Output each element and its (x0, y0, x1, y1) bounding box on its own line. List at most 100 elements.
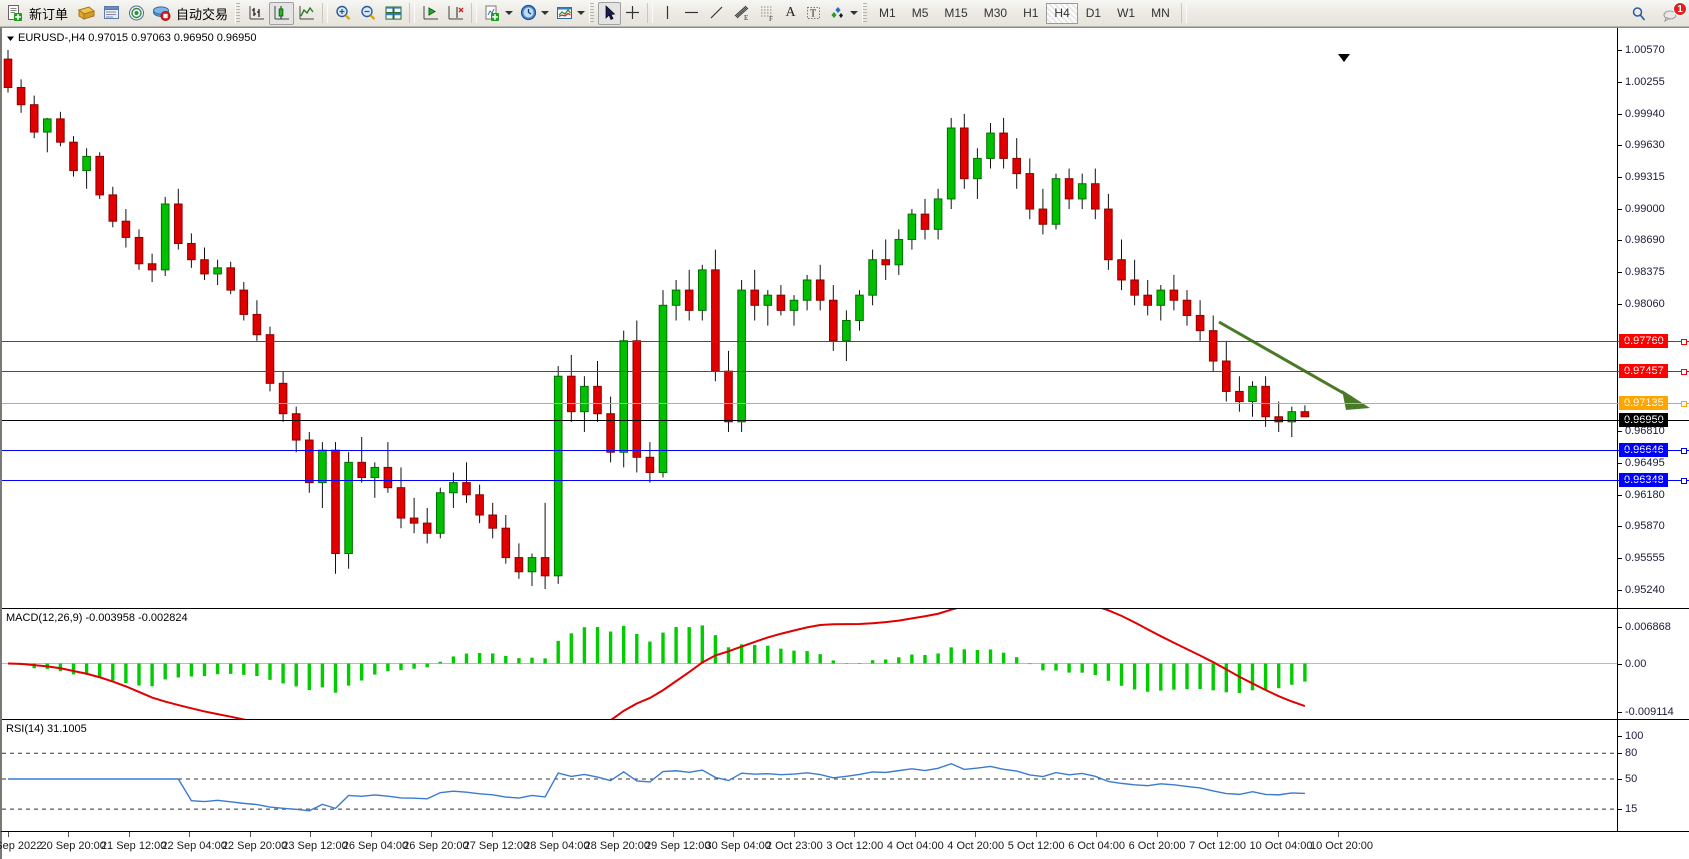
timeframe-d1[interactable]: D1 (1085, 6, 1102, 20)
macd-pane[interactable]: MACD(12,26,9) -0.003958 -0.002824 0.0068… (2, 608, 1689, 719)
timeframe-m5[interactable]: M5 (911, 6, 929, 20)
price-tick (1618, 145, 1622, 147)
chevron-down-icon-4[interactable] (850, 11, 859, 15)
horizontal-line-button[interactable] (679, 2, 704, 25)
candlestick-chart-button[interactable] (269, 1, 295, 25)
timeframe-m15[interactable]: M15 (944, 6, 968, 20)
time-tick-label: 26 Sep 04:00 (342, 840, 409, 852)
line-handle-4[interactable] (1681, 448, 1687, 454)
price-axis[interactable]: 1.00570 1.00255 0.99940 0.99630 0.99315 0.990… (1617, 28, 1689, 608)
text-icon: A (785, 5, 796, 20)
toolbar-grip[interactable] (235, 3, 241, 23)
toolbar-grip-2[interactable] (589, 3, 595, 23)
vertical-line-icon (666, 6, 669, 19)
time-tick-label: 29 Sep 12:00 (645, 840, 711, 852)
auto-trading-button[interactable]: 自动交易 (149, 2, 234, 25)
time-tick-label: 4 Oct 20:00 (947, 840, 1005, 852)
equidistant-channel-button[interactable]: E (729, 2, 754, 25)
rsi-svg (2, 752, 1617, 812)
line-chart-button[interactable] (294, 2, 319, 25)
macd-plot-area[interactable] (2, 609, 1617, 719)
chevron-down-icon-2[interactable] (541, 11, 550, 15)
toolbar-grip-3[interactable] (862, 3, 868, 23)
bar-chart-icon (249, 6, 265, 20)
profile-folder-icon (77, 6, 96, 20)
crosshair-tool-button[interactable] (621, 2, 644, 25)
macd-svg (2, 609, 1617, 719)
line-handle-5[interactable] (1681, 478, 1687, 484)
price-tick-label: 0.98060 (1625, 298, 1665, 311)
text-button[interactable]: A (779, 2, 802, 25)
timeframe-m30[interactable]: M30 (983, 6, 1008, 20)
shapes-icon (831, 7, 844, 18)
auto-trading-label: 自动交易 (176, 6, 229, 22)
line-handle[interactable] (1681, 339, 1687, 345)
support-line-96646[interactable] (2, 448, 1689, 454)
new-order-button[interactable]: 新订单 (3, 2, 74, 25)
rsi-plot-area[interactable] (2, 720, 1617, 831)
rsi-title: RSI(14) 31.1005 (6, 723, 87, 735)
timeframe-h4[interactable]: H4 (1046, 2, 1078, 24)
time-tick (612, 832, 614, 837)
zoom-out-button[interactable] (356, 2, 381, 25)
cursor-icon (605, 5, 616, 20)
period-button[interactable] (516, 2, 552, 25)
chevron-down-icon-3[interactable] (577, 11, 586, 15)
auto-scroll-button[interactable] (443, 2, 468, 25)
time-tick (552, 832, 554, 837)
new-chart-button[interactable] (480, 2, 516, 25)
cursor-tool-button[interactable] (598, 1, 622, 25)
chart-shift-marker-icon[interactable] (1338, 54, 1350, 62)
terminal-button[interactable] (74, 2, 99, 25)
rsi-pane[interactable]: RSI(14) 31.1005 100 80 50 15 (2, 719, 1689, 831)
line-handle-3[interactable] (1681, 401, 1687, 407)
resistance-line-97760[interactable] (2, 339, 1689, 345)
timeframe-w1[interactable]: W1 (1117, 6, 1136, 20)
search-button[interactable] (1627, 2, 1651, 25)
signals-button[interactable] (124, 2, 149, 25)
data-window-button[interactable] (99, 2, 124, 25)
time-tick (1277, 832, 1279, 837)
time-tick-label: 6 Oct 04:00 (1068, 840, 1126, 852)
chevron-down-icon-chart[interactable] (6, 34, 15, 43)
time-tick (310, 832, 312, 837)
timeframe-h1[interactable]: H1 (1023, 6, 1039, 20)
indicators-button[interactable] (552, 2, 588, 25)
bar-chart-button[interactable] (244, 2, 269, 25)
time-tick (128, 832, 130, 837)
rsi-tick (1618, 736, 1622, 737)
time-tick-label: 22 Sep 04:00 (161, 840, 227, 852)
text-label-button[interactable]: T (802, 2, 825, 25)
timeframe-mn[interactable]: MN (1151, 6, 1170, 20)
pivot-line-97135[interactable] (2, 401, 1689, 407)
tile-windows-button[interactable] (381, 2, 406, 25)
line-handle-2[interactable] (1681, 369, 1687, 375)
rsi-axis[interactable]: 100 80 50 15 (1617, 720, 1689, 831)
support-line-96348[interactable] (2, 478, 1689, 484)
svg-text:T: T (810, 9, 816, 20)
price-pane[interactable]: EURUSD-,H4 0.97015 0.97063 0.96950 0.969… (2, 28, 1689, 608)
chart-container[interactable]: EURUSD-,H4 0.97015 0.97063 0.96950 0.969… (0, 27, 1689, 831)
vertical-line-button[interactable] (656, 2, 679, 25)
resistance-line-97457[interactable] (2, 369, 1689, 375)
price-tick-label: 0.99630 (1625, 139, 1665, 152)
shapes-button[interactable] (825, 2, 861, 25)
chevron-down-icon[interactable] (505, 11, 514, 15)
fibonacci-button[interactable]: F (754, 2, 779, 25)
zoom-in-button[interactable] (331, 2, 356, 25)
macd-axis[interactable]: 0.006868 0.00 -0.009114 (1617, 609, 1689, 719)
notifications-button[interactable]: 1 (1659, 2, 1687, 25)
time-tick-label: 30 Sep 04:00 (705, 840, 771, 852)
chart-shift-button[interactable] (418, 2, 443, 25)
macd-tick-label: 0.00 (1625, 657, 1647, 670)
toolbar-separator-5 (1180, 3, 1187, 23)
macd-tick-label: -0.009114 (1625, 706, 1674, 718)
indicators-icon (557, 7, 573, 19)
timeframe-m1[interactable]: M1 (879, 6, 896, 20)
price-plot-area[interactable] (2, 28, 1617, 608)
toolbar-separator-3 (471, 3, 478, 23)
toolbar-separator-2 (409, 3, 416, 23)
time-tick-label: 21 Sep 12:00 (100, 840, 167, 852)
trendline-button[interactable] (704, 2, 729, 25)
